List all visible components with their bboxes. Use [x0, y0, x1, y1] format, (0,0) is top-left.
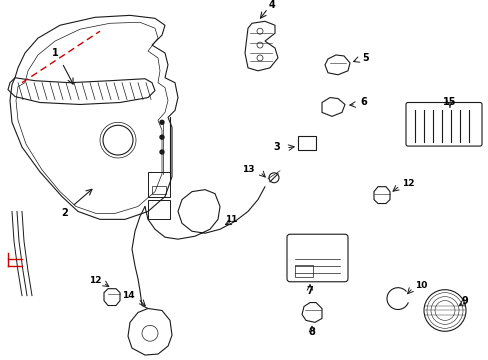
Circle shape — [160, 120, 163, 124]
Bar — [148, 199, 170, 219]
Text: 9: 9 — [461, 296, 468, 306]
Text: 5: 5 — [361, 53, 368, 63]
Text: 13: 13 — [242, 165, 254, 174]
Text: 7: 7 — [306, 286, 313, 296]
Bar — [148, 172, 170, 197]
Text: 3: 3 — [273, 142, 280, 152]
Bar — [152, 186, 165, 194]
Circle shape — [160, 135, 163, 139]
Text: 2: 2 — [61, 208, 68, 219]
Text: 8: 8 — [308, 327, 315, 337]
Text: 14: 14 — [122, 291, 134, 300]
Text: 11: 11 — [224, 215, 237, 224]
Bar — [294, 265, 312, 277]
Text: 10: 10 — [414, 281, 427, 290]
Text: 12: 12 — [88, 276, 101, 285]
Text: 4: 4 — [268, 0, 275, 10]
Text: 1: 1 — [52, 48, 58, 58]
Text: 12: 12 — [401, 179, 414, 188]
Text: 6: 6 — [359, 98, 366, 108]
Text: 15: 15 — [442, 98, 456, 108]
Circle shape — [160, 150, 163, 154]
Bar — [297, 136, 315, 150]
